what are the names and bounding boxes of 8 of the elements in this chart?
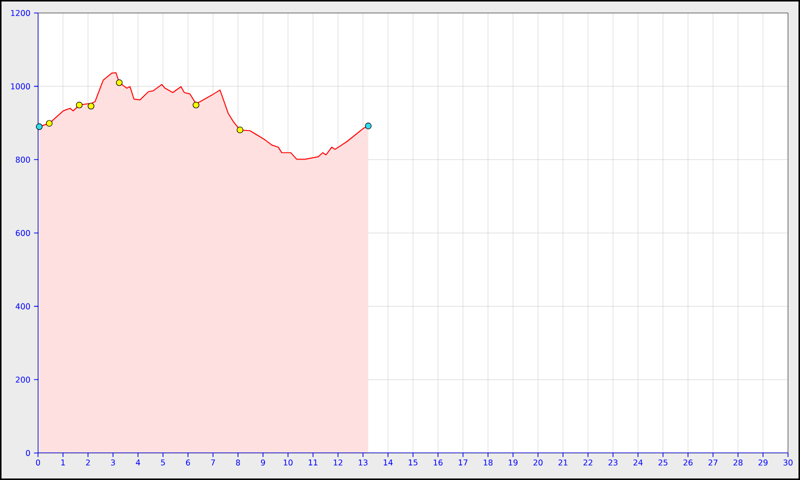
point — [192, 102, 200, 108]
point — [36, 123, 43, 130]
point — [46, 120, 53, 127]
point — [364, 122, 372, 130]
point — [236, 126, 244, 134]
point — [88, 102, 94, 110]
point — [116, 79, 123, 86]
point — [76, 102, 83, 108]
